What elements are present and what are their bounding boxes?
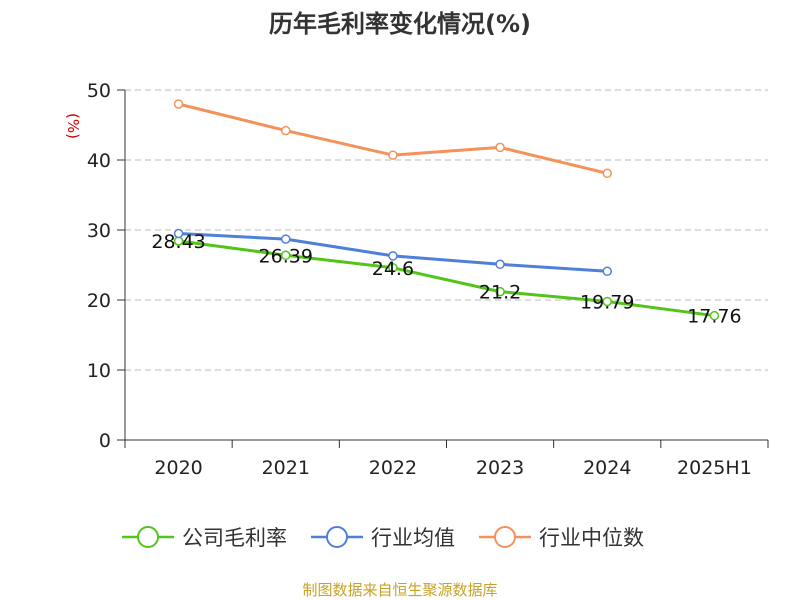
series-point-1	[602, 296, 612, 307]
x-tick-label: 2025H1	[677, 457, 752, 479]
series-point-2	[281, 234, 291, 244]
x-tick-label: 2020	[154, 457, 202, 479]
series-point-3	[281, 125, 291, 136]
legend-marker	[326, 526, 348, 548]
series-point-1	[281, 250, 291, 261]
series-line-1	[178, 239, 715, 318]
series-point-2	[388, 251, 398, 261]
axes: 0 10 20 30 40 50 2020 2021 2022 2023 2024 2025H1	[87, 80, 769, 479]
grid-lines	[125, 89, 768, 371]
series-lines	[173, 99, 720, 321]
legend-marker	[137, 526, 159, 548]
legend[interactable]: 公司毛利率 行业均值 行业中位数	[122, 526, 644, 550]
series-point-2	[173, 228, 184, 239]
series-point-3	[173, 99, 184, 109]
series-line-3	[178, 102, 608, 175]
source-note: 制图数据来自恒生聚源数据库	[302, 581, 497, 599]
legend-item-2[interactable]: 行业均值	[311, 526, 455, 550]
y-axis-unit: (%)	[64, 113, 82, 139]
x-tick-label: 2021	[262, 457, 310, 479]
series-point-2	[602, 266, 612, 277]
series-point-2	[495, 259, 505, 270]
data-label: 26.39	[259, 245, 313, 267]
y-tick-label: 10	[87, 360, 111, 382]
legend-item-1[interactable]: 公司毛利率	[122, 526, 287, 550]
x-tick-label: 2024	[583, 457, 631, 479]
series-point-1	[709, 310, 720, 321]
data-label: 28.43	[151, 231, 205, 253]
series-point-3	[495, 142, 505, 153]
legend-marker	[494, 526, 516, 548]
series-point-3	[602, 168, 612, 179]
y-tick-label: 0	[99, 430, 111, 452]
y-tick-label: 20	[87, 290, 111, 312]
data-labels: 28.43 26.39 24.6 21.2 19.79 17.76	[151, 231, 741, 328]
series-point-1	[495, 286, 505, 297]
data-label: 24.6	[372, 258, 414, 280]
chart-title: 历年毛利率变化情况(%)	[269, 10, 531, 38]
legend-label: 行业中位数	[539, 526, 644, 550]
legend-label: 公司毛利率	[182, 526, 287, 550]
y-tick-label: 50	[87, 80, 111, 102]
series-point-1	[388, 263, 398, 273]
y-tick-label: 30	[87, 220, 111, 242]
legend-item-3[interactable]: 行业中位数	[479, 526, 644, 550]
series-point-3	[388, 150, 398, 160]
data-label: 21.2	[479, 282, 521, 304]
x-tick-label: 2022	[369, 457, 417, 479]
data-label: 19.79	[580, 291, 634, 313]
data-label: 17.76	[687, 306, 741, 328]
y-tick-label: 40	[87, 150, 111, 172]
legend-label: 行业均值	[371, 526, 455, 550]
x-tick-label: 2023	[476, 457, 524, 479]
